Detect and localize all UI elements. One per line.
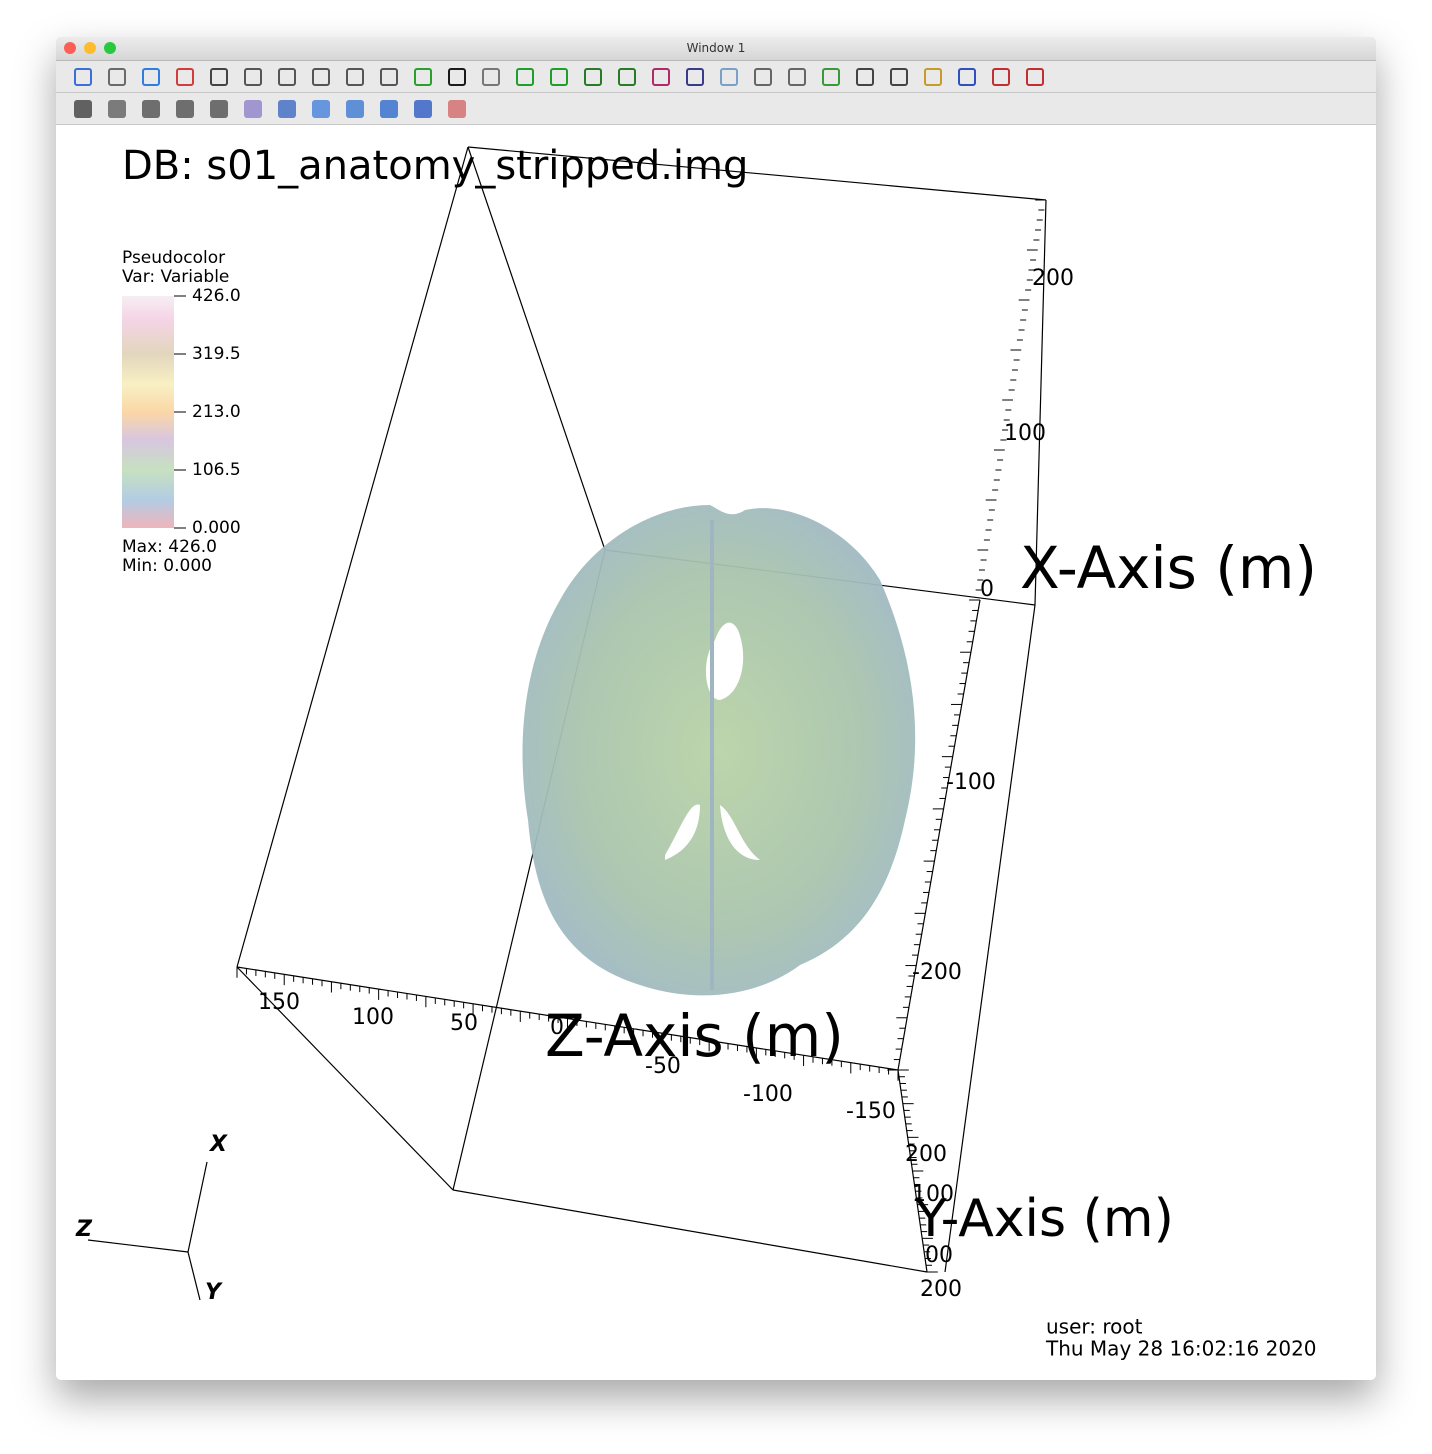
- toolbar-button[interactable]: [108, 68, 126, 86]
- legend-tick-label: 0.000: [192, 518, 241, 538]
- toolbar-button[interactable]: [380, 68, 398, 86]
- y-axis-title: Y-Axis (m): [914, 1189, 1174, 1249]
- z-axis-tick-label: -50: [645, 1054, 681, 1079]
- toolbar-button[interactable]: [448, 100, 466, 118]
- toolbar-button[interactable]: [856, 68, 874, 86]
- toolbar-button[interactable]: [1026, 68, 1044, 86]
- toolbar-button[interactable]: [346, 100, 364, 118]
- axis-triad: [87, 1161, 208, 1301]
- toolbar-button[interactable]: [686, 68, 704, 86]
- x-axis-tick-label: -100: [946, 770, 996, 795]
- toolbar-button[interactable]: [652, 68, 670, 86]
- toolbar-button[interactable]: [278, 68, 296, 86]
- toolbar-button[interactable]: [584, 68, 602, 86]
- x-axis-tick-label: 0: [980, 577, 994, 602]
- toolbar-button[interactable]: [210, 68, 228, 86]
- toolbar-button[interactable]: [74, 68, 92, 86]
- z-axis-tick-label: -150: [846, 1099, 896, 1124]
- z-axis-tick-label: 100: [352, 1005, 394, 1030]
- toolbar-button[interactable]: [346, 68, 364, 86]
- z-axis-tick-label: 0: [550, 1015, 564, 1040]
- zoom-button[interactable]: [104, 42, 116, 54]
- toolbar-button[interactable]: [176, 68, 194, 86]
- legend-min: Min: 0.000: [122, 556, 212, 576]
- legend-max: Max: 426.0: [122, 537, 217, 557]
- toolbar-button[interactable]: [448, 68, 466, 86]
- toolbar-button[interactable]: [516, 68, 534, 86]
- toolbar-button[interactable]: [890, 68, 908, 86]
- toolbar: [56, 93, 1376, 125]
- toolbar-button[interactable]: [958, 68, 976, 86]
- toolbar-button[interactable]: [312, 68, 330, 86]
- toolbar-button[interactable]: [482, 68, 500, 86]
- toolbar-button[interactable]: [924, 68, 942, 86]
- y-axis-tick-label: 100: [912, 1182, 954, 1207]
- toolbar-button[interactable]: [278, 100, 296, 118]
- toolbar-button[interactable]: [992, 68, 1010, 86]
- title-bar: Window 1: [56, 37, 1376, 61]
- toolbar-button[interactable]: [142, 68, 160, 86]
- legend-tick-label: 213.0: [192, 402, 241, 422]
- legend-tick-label: 106.5: [192, 460, 241, 480]
- toolbar-button[interactable]: [142, 100, 160, 118]
- toolbar-button[interactable]: [754, 68, 772, 86]
- window: Window 1: [56, 37, 1376, 1380]
- window-title: Window 1: [686, 41, 746, 55]
- z-axis-tick-label: -100: [743, 1082, 793, 1107]
- toolbar: [56, 61, 1376, 93]
- toolbar-button[interactable]: [414, 100, 432, 118]
- legend-tick-label: 426.0: [192, 286, 241, 306]
- triad-y: Y: [205, 1280, 223, 1305]
- z-axis-tick-label: 50: [450, 1011, 478, 1036]
- triad-z: Z: [75, 1217, 93, 1242]
- toolbar-button[interactable]: [312, 100, 330, 118]
- toolbar-button[interactable]: [822, 68, 840, 86]
- x-axis-tick-label: 200: [1032, 266, 1074, 291]
- toolbar-button[interactable]: [788, 68, 806, 86]
- close-button[interactable]: [64, 42, 76, 54]
- legend-tick-label: 319.5: [192, 344, 241, 364]
- date-label: Thu May 28 16:02:16 2020: [1045, 1337, 1317, 1361]
- y-axis-tick-label: 200: [905, 1142, 947, 1167]
- minimize-button[interactable]: [84, 42, 96, 54]
- user-label: user: root: [1046, 1315, 1143, 1339]
- legend-variable: Var: Variable: [122, 267, 229, 287]
- z-axis-tick-label: 150: [258, 990, 300, 1015]
- toolbar-button[interactable]: [74, 100, 92, 118]
- volume-rendering: [522, 505, 916, 996]
- toolbar-button[interactable]: [244, 68, 262, 86]
- x-axis-tick-label: -200: [912, 960, 962, 985]
- database-label: DB: s01_anatomy_stripped.img: [122, 143, 748, 189]
- render-view: DB: s01_anatomy_stripped.img Pseudocolor…: [75, 143, 1317, 1361]
- y-axis-tick-label: 00: [925, 1243, 953, 1268]
- triad-x: X: [208, 1132, 228, 1157]
- x-axis-title: X-Axis (m): [1020, 534, 1317, 602]
- color-bar: [122, 296, 174, 528]
- toolbar-button[interactable]: [380, 100, 398, 118]
- z-axis-title: Z-Axis (m): [545, 1002, 844, 1070]
- toolbar-button[interactable]: [244, 100, 262, 118]
- x-axis-tick-label: 100: [1004, 421, 1046, 446]
- toolbar-button[interactable]: [720, 68, 738, 86]
- toolbar-button[interactable]: [176, 100, 194, 118]
- y-axis-tick-label: 200: [920, 1277, 962, 1302]
- legend: Pseudocolor Var: Variable 426.0 319.5 213.…: [122, 248, 241, 576]
- toolbar-button[interactable]: [550, 68, 568, 86]
- legend-title: Pseudocolor: [122, 248, 225, 268]
- toolbar-button[interactable]: [618, 68, 636, 86]
- toolbar-button[interactable]: [210, 100, 228, 118]
- toolbar-button[interactable]: [108, 100, 126, 118]
- toolbar-button[interactable]: [414, 68, 432, 86]
